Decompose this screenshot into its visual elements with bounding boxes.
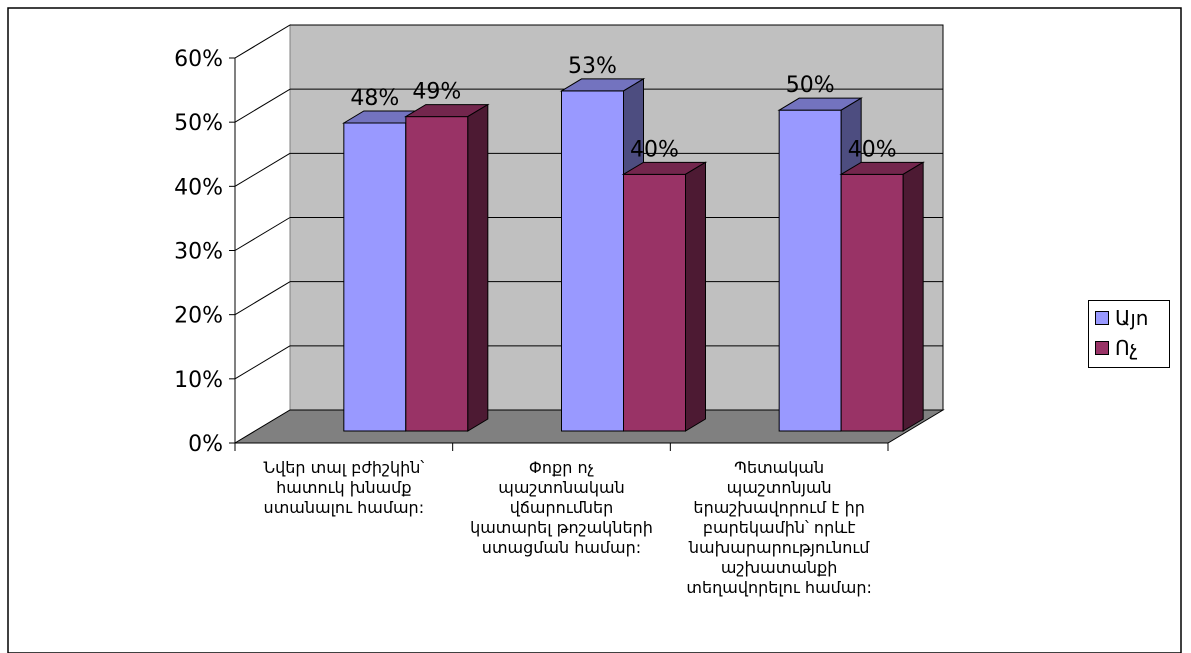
legend-label-yes: Այո [1115, 306, 1149, 330]
bar-side [685, 161, 706, 432]
y-tick-label: 30% [174, 240, 223, 265]
legend-item-yes: Այո [1095, 303, 1169, 333]
bar-data-label: 53% [568, 54, 617, 79]
bar-side [467, 103, 489, 432]
chart-outer-border [7, 7, 1182, 653]
y-tick-label: 0% [188, 432, 223, 457]
x-category-label: Նվեր տալ բժիշկին՝ հատուկ խնամք ստանալու … [263, 458, 425, 517]
y-tick-label: 10% [174, 368, 223, 393]
bar-data-label: 49% [412, 80, 461, 105]
gridline-side [234, 152, 291, 187]
legend-swatch-no [1095, 341, 1109, 355]
bar-data-label: 40% [848, 137, 897, 162]
bar-side [902, 161, 924, 432]
y-tick-label: 60% [174, 47, 223, 72]
bar-front [405, 116, 469, 432]
bar-front [778, 109, 842, 432]
bar-data-label: 48% [350, 86, 399, 111]
bar-front [840, 173, 904, 432]
legend-label-no: Ոչ [1115, 336, 1138, 360]
bar-front [343, 122, 407, 432]
legend-item-no: Ոչ [1095, 333, 1169, 363]
legend-swatch-yes [1095, 311, 1109, 325]
y-tick-label: 20% [174, 304, 223, 329]
gridline-side [234, 24, 291, 59]
gridline-side [234, 281, 291, 316]
y-tick-label: 40% [174, 175, 223, 200]
x-category-label: Պետական պաշտոնյան երաշխավորում է իր բարե… [686, 458, 872, 597]
bar-data-label: 50% [786, 73, 835, 98]
legend: Այո Ոչ [1088, 300, 1170, 368]
gridline-side [234, 345, 291, 380]
gridline-side [234, 217, 291, 251]
y-tick-label: 50% [174, 111, 223, 136]
bar-front [561, 90, 624, 432]
bar-data-label: 40% [630, 137, 679, 162]
bar-front [623, 173, 686, 432]
x-category-label: Փոքր ոչ պաշտոնական վճարումներ կատարել թո… [470, 458, 653, 557]
gridline-side [234, 88, 291, 123]
